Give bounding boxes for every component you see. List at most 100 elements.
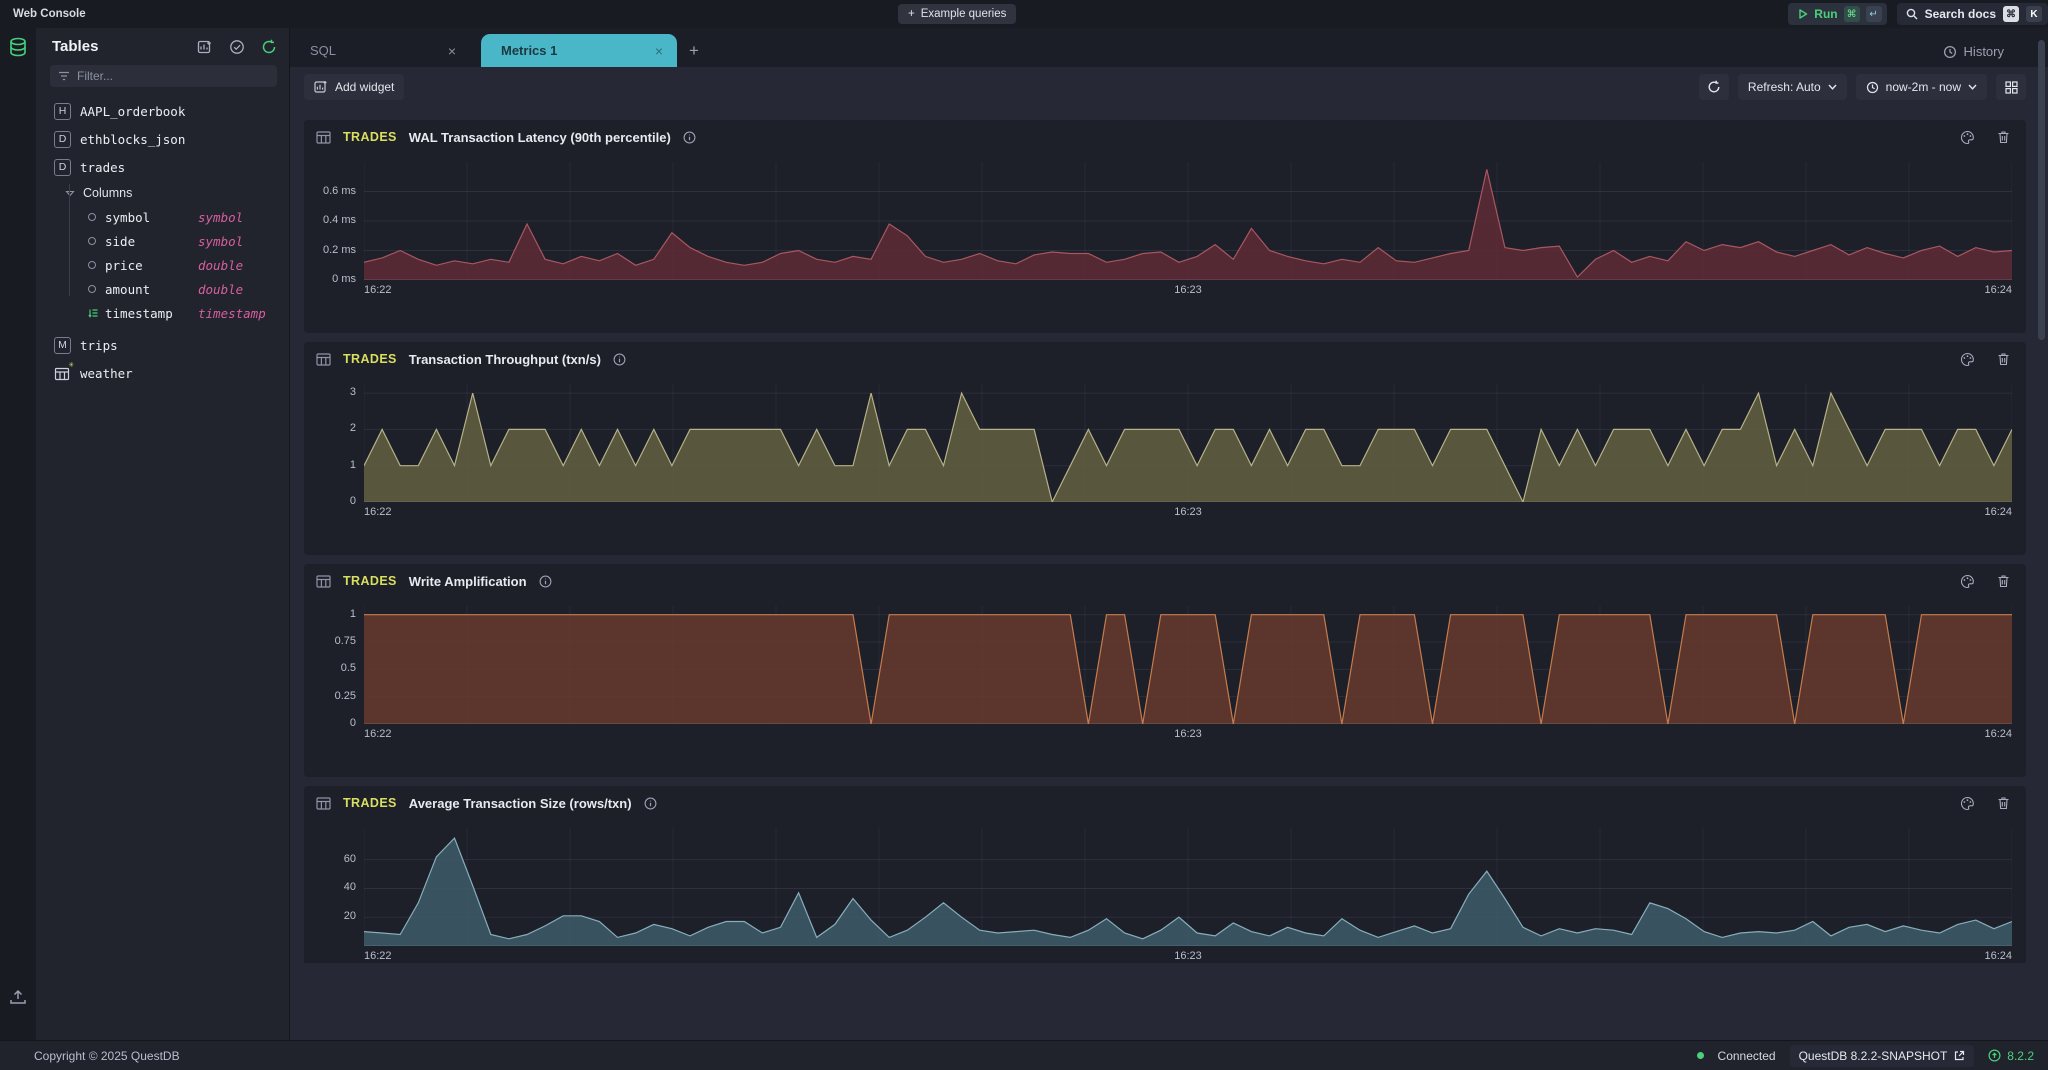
color-palette-icon[interactable] [1960, 352, 1975, 367]
new-tab-button[interactable]: + [689, 41, 699, 60]
y-tick-label: 0 ms [332, 273, 356, 285]
y-tick-label: 0.5 [340, 662, 356, 675]
tab-bar: SQL × Metrics 1 × + History [290, 28, 2048, 67]
table-type-badge: H [54, 102, 71, 120]
column-row-timestamp[interactable]: timestamp timestamp [36, 301, 289, 325]
plot-area [364, 828, 2012, 946]
info-icon[interactable] [683, 131, 696, 144]
y-tick-label: 0.75 [334, 635, 356, 648]
column-row-amount[interactable]: amount double [36, 277, 289, 301]
x-tick-label: 16:23 [1174, 950, 1202, 962]
x-tick-label: 16:24 [1984, 950, 2012, 962]
vertical-scrollbar-thumb[interactable] [2038, 40, 2045, 340]
y-axis-labels: 0 ms 0.2 ms 0.4 ms 0.6 ms [304, 154, 360, 333]
copyright-text: Copyright © 2025 QuestDB [34, 1048, 180, 1063]
time-range-dropdown[interactable]: now-2m - now [1855, 74, 1987, 100]
info-icon[interactable] [539, 575, 552, 588]
x-axis-labels: 16:22 16:23 16:24 [364, 506, 2012, 518]
y-tick-label: 0 [349, 495, 356, 507]
y-axis-labels: 0 0.25 0.5 0.75 1 [304, 598, 360, 777]
x-tick-label: 16:24 [1984, 728, 2012, 740]
column-icon [88, 285, 96, 293]
metrics-toolbar: Add widget Refresh: Auto [290, 67, 2048, 107]
column-icon [88, 213, 96, 221]
example-queries-button[interactable]: + Example queries [898, 4, 1017, 24]
widget-title: Write Amplification [408, 573, 527, 589]
close-icon[interactable]: × [447, 42, 456, 59]
refresh-rate-dropdown[interactable]: Refresh: Auto [1737, 74, 1847, 100]
latest-version[interactable]: 8.2.2 [1988, 1049, 2034, 1063]
chevron-down-icon [65, 190, 75, 197]
chevron-down-icon [1828, 84, 1837, 90]
cmd-key-badge: ⌘ [2003, 6, 2019, 22]
add-widget-button[interactable]: Add widget [304, 74, 405, 100]
plot-area [364, 384, 2012, 502]
select-check-icon[interactable] [229, 39, 245, 55]
column-row-symbol[interactable]: symbol symbol [36, 205, 289, 229]
database-icon[interactable] [7, 36, 29, 58]
area-chart: 0 ms 0.2 ms 0.4 ms 0.6 ms 16:22 16:23 16:24 [304, 154, 2026, 333]
y-tick-label: 0.4 ms [322, 214, 356, 226]
widget-title: WAL Transaction Latency (90th percentile… [408, 129, 671, 145]
k-key-badge: K [2026, 6, 2042, 22]
filter-input[interactable] [77, 69, 247, 83]
x-tick-label: 16:22 [364, 506, 392, 518]
add-metrics-icon[interactable] [197, 39, 213, 55]
layout-grid-button[interactable] [1996, 74, 2026, 100]
refresh-tables-icon[interactable] [261, 39, 277, 55]
status-bar: Copyright © 2025 QuestDB Connected Quest… [0, 1040, 2048, 1070]
area-chart: 0 1 2 3 16:22 16:23 16:24 [304, 376, 2026, 555]
app-title: Web Console [13, 8, 86, 20]
table-type-badge: D [54, 158, 71, 176]
search-docs-button[interactable]: Search docs ⌘ K [1896, 3, 2048, 25]
close-icon[interactable]: × [654, 42, 663, 59]
column-row-price[interactable]: price double [36, 253, 289, 277]
x-tick-label: 16:24 [1984, 506, 2012, 518]
filter-icon [58, 71, 70, 81]
refresh-dashboard-button[interactable] [1698, 74, 1729, 100]
run-label: Run [1814, 7, 1838, 21]
x-tick-label: 16:23 [1174, 506, 1202, 518]
table-row-aapl-orderbook[interactable]: H AAPL_orderbook [36, 97, 289, 125]
delete-widget-icon[interactable] [1997, 352, 2010, 366]
info-icon[interactable] [644, 797, 657, 810]
table-row-trades[interactable]: D trades [36, 153, 289, 181]
widget-title: Transaction Throughput (txn/s) [408, 351, 601, 367]
delete-widget-icon[interactable] [1997, 796, 2010, 810]
tab-metrics-1[interactable]: Metrics 1 × [481, 34, 677, 67]
version-link[interactable]: QuestDB 8.2.2-SNAPSHOT [1789, 1044, 1975, 1067]
tables-title: Tables [52, 38, 99, 55]
history-button[interactable]: History [1943, 44, 2048, 67]
widget-write-amplification: TRADES Write Amplification 0 0.25 0.5 0.75 1… [304, 564, 2026, 777]
history-clock-icon [1943, 45, 1957, 59]
table-icon [316, 796, 331, 811]
table-row-ethblocks-json[interactable]: D ethblocks_json [36, 125, 289, 153]
x-tick-label: 16:24 [1984, 284, 2012, 296]
info-icon[interactable] [613, 353, 626, 366]
x-tick-label: 16:22 [364, 950, 392, 962]
materialized-table-icon: ✳ [54, 360, 74, 382]
y-tick-label: 40 [343, 881, 356, 894]
upload-icon[interactable] [9, 988, 27, 1006]
area-chart: 0 0.25 0.5 0.75 1 16:22 16:23 16:24 [304, 598, 2026, 777]
run-button[interactable]: Run ⌘ ↵ [1788, 3, 1887, 25]
color-palette-icon[interactable] [1960, 130, 1975, 145]
delete-widget-icon[interactable] [1997, 130, 2010, 144]
tab-sql[interactable]: SQL × [310, 42, 456, 59]
column-icon [88, 237, 96, 245]
x-axis-labels: 16:22 16:23 16:24 [364, 728, 2012, 740]
color-palette-icon[interactable] [1960, 796, 1975, 811]
search-icon [1906, 8, 1918, 20]
columns-expander[interactable]: Columns [36, 181, 289, 205]
column-row-side[interactable]: side symbol [36, 229, 289, 253]
enter-key-badge: ↵ [1865, 6, 1882, 22]
color-palette-icon[interactable] [1960, 574, 1975, 589]
y-tick-label: 1 [349, 458, 356, 471]
table-row-trips[interactable]: M trips [36, 331, 289, 359]
delete-widget-icon[interactable] [1997, 574, 2010, 588]
column-icon [88, 261, 96, 269]
play-icon [1798, 9, 1808, 19]
y-tick-label: 0.25 [334, 689, 356, 702]
table-row-weather[interactable]: ✳ weather [36, 359, 289, 387]
